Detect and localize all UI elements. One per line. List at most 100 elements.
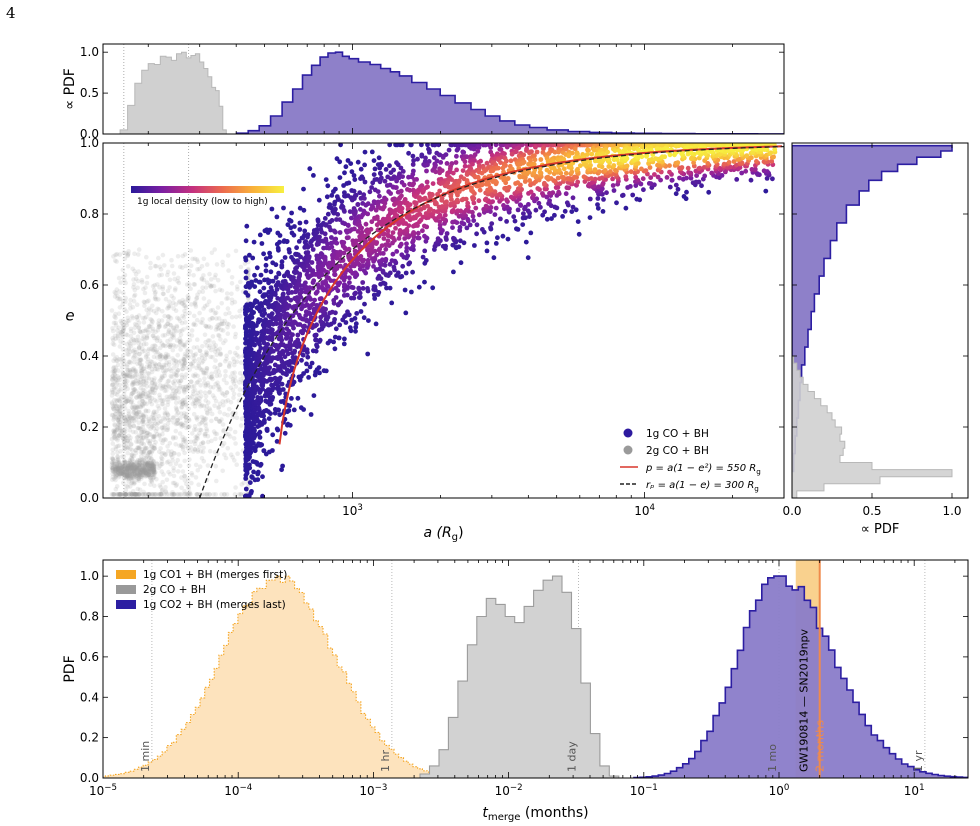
scatter-point-2g [194, 417, 200, 422]
scatter-point-2g [122, 256, 128, 261]
scatter-point-1g [480, 227, 485, 232]
scatter-point-1g [329, 218, 335, 223]
scatter-point-2g [216, 316, 222, 321]
scatter-point-1g [394, 249, 400, 254]
scatter-point-1g [380, 206, 386, 212]
scatter-point-2g [141, 299, 147, 305]
scatter-point-2g [211, 492, 216, 497]
scatter-point-2g [114, 404, 119, 409]
scatter-point-1g [365, 351, 371, 357]
scatter-point-2g [223, 369, 228, 374]
scatter-point-1g [403, 310, 409, 316]
scatter-point-2g [117, 344, 123, 349]
scatter-point-2g [195, 373, 200, 379]
scatter-point-2g [217, 419, 222, 424]
scatter-point-1g [342, 170, 347, 176]
scatter-point-1g [257, 289, 263, 295]
scatter-point-1g [422, 279, 427, 285]
scatter-point-1g [354, 311, 360, 316]
scatter-point-2g [164, 388, 169, 393]
scatter-point-2g [152, 387, 158, 393]
scatter-point-2g [179, 375, 185, 380]
scatter-point-2g [152, 343, 157, 348]
scatter-point-2g [238, 423, 244, 428]
scatter-point-2g [121, 274, 126, 280]
scatter-point-1g [544, 216, 550, 222]
scatter-point-2g [212, 395, 217, 401]
scatter-point-2g [233, 248, 239, 254]
scatter-point-2g [181, 413, 187, 419]
scatter-point-2g [171, 332, 177, 338]
scatter-point-2g [178, 347, 183, 352]
scatter-point-1g [504, 144, 510, 150]
scatter-point-2g [120, 299, 126, 304]
scatter-point-1g [630, 192, 636, 198]
scatter-point-2g [193, 372, 198, 377]
scatter-point-1g [394, 185, 399, 190]
scatter-point-1g [461, 150, 467, 155]
scatter-point-1g [368, 226, 374, 232]
scatter-point-1g [342, 209, 347, 214]
scatter-point-2g [145, 359, 150, 365]
scatter-point-2g [138, 329, 144, 335]
scatter-point-2g [188, 439, 194, 445]
scatter-point-2g [135, 486, 141, 492]
scatter-point-2g [166, 318, 171, 323]
scatter-point-2g [138, 379, 143, 385]
scatter-point-1g [295, 337, 301, 343]
scatter-point-1g [256, 441, 261, 447]
scatter-point-2g [150, 348, 156, 353]
scatter-point-1g [265, 342, 271, 347]
scatter-point-2g [130, 304, 136, 310]
scatter-point-1g [280, 348, 286, 354]
scatter-point-1g [406, 150, 411, 156]
scatter-point-2g [237, 392, 242, 398]
scatter-point-2g [120, 436, 126, 441]
scatter-point-1g [316, 327, 322, 333]
scatter-point-2g [201, 277, 207, 283]
scatter-point-2g [140, 492, 145, 497]
scatter-point-2g [133, 471, 138, 477]
scatter-point-2g [133, 473, 139, 479]
scatter-point-2g [191, 313, 197, 319]
y-tick-label: 0.5 [80, 86, 99, 100]
scatter-point-2g [122, 459, 128, 465]
scatter-point-2g [191, 383, 197, 389]
scatter-point-1g [641, 187, 646, 193]
scatter-point-2g [218, 352, 223, 358]
scatter-point-2g [215, 277, 221, 283]
scatter-point-1g [366, 318, 371, 323]
scatter-point-1g [347, 275, 352, 281]
scatter-point-2g [129, 472, 134, 477]
scatter-point-2g [223, 338, 228, 343]
scatter-point-2g [179, 424, 185, 429]
scatter-point-2g [113, 467, 119, 472]
scatter-point-1g [274, 214, 280, 220]
scatter-point-2g [222, 452, 227, 457]
scatter-point-2g [139, 277, 145, 283]
scatter-point-2g [191, 281, 197, 287]
scatter-point-2g [197, 377, 202, 383]
scatter-point-1g [285, 421, 291, 427]
scatter-point-2g [111, 342, 117, 348]
scatter-point-1g [280, 463, 285, 469]
scatter-point-1g [438, 160, 444, 165]
scatter-point-1g [569, 209, 575, 215]
scatter-point-1g [563, 191, 569, 197]
scatter-point-2g [165, 272, 170, 278]
scatter-point-2g [136, 394, 141, 399]
scatter-point-1g [693, 179, 699, 185]
scatter-point-2g [149, 377, 155, 382]
scatter-point-2g [156, 465, 161, 471]
scatter-point-2g [173, 428, 179, 434]
scatter-point-2g [160, 252, 166, 258]
scatter-point-2g [121, 290, 126, 296]
scatter-point-2g [116, 433, 122, 439]
scatter-point-2g [189, 302, 194, 307]
scatter-point-2g [191, 373, 196, 378]
scatter-point-2g [165, 379, 171, 384]
scatter-point-1g [303, 219, 309, 225]
scatter-point-2g [158, 267, 164, 272]
scatter-point-1g [243, 269, 249, 275]
scatter-point-2g [189, 394, 195, 399]
